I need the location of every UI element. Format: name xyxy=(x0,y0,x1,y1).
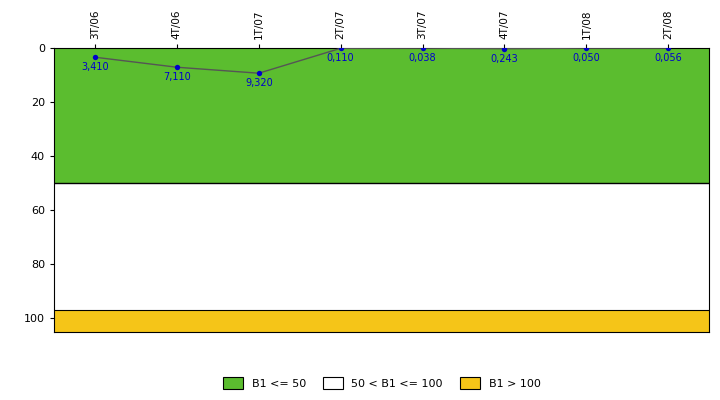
Text: 0,243: 0,243 xyxy=(490,54,518,64)
Text: 0,038: 0,038 xyxy=(409,53,436,63)
Point xyxy=(335,45,346,52)
Text: 9,320: 9,320 xyxy=(245,78,273,88)
Text: 7,110: 7,110 xyxy=(163,72,191,82)
Point xyxy=(89,54,101,60)
Bar xyxy=(54,48,709,183)
Text: 0,050: 0,050 xyxy=(572,53,600,63)
Text: 0,056: 0,056 xyxy=(654,53,682,63)
Point xyxy=(580,45,592,51)
Bar xyxy=(54,310,709,332)
Point xyxy=(253,70,264,76)
Text: 0,110: 0,110 xyxy=(327,53,354,63)
Point xyxy=(417,45,428,51)
Text: 3,410: 3,410 xyxy=(81,62,109,72)
Bar xyxy=(54,183,709,310)
Point xyxy=(662,45,674,51)
Point xyxy=(171,64,183,70)
Point xyxy=(499,46,510,52)
Legend: B1 <= 50, 50 < B1 <= 100, B1 > 100: B1 <= 50, 50 < B1 <= 100, B1 > 100 xyxy=(217,372,546,394)
